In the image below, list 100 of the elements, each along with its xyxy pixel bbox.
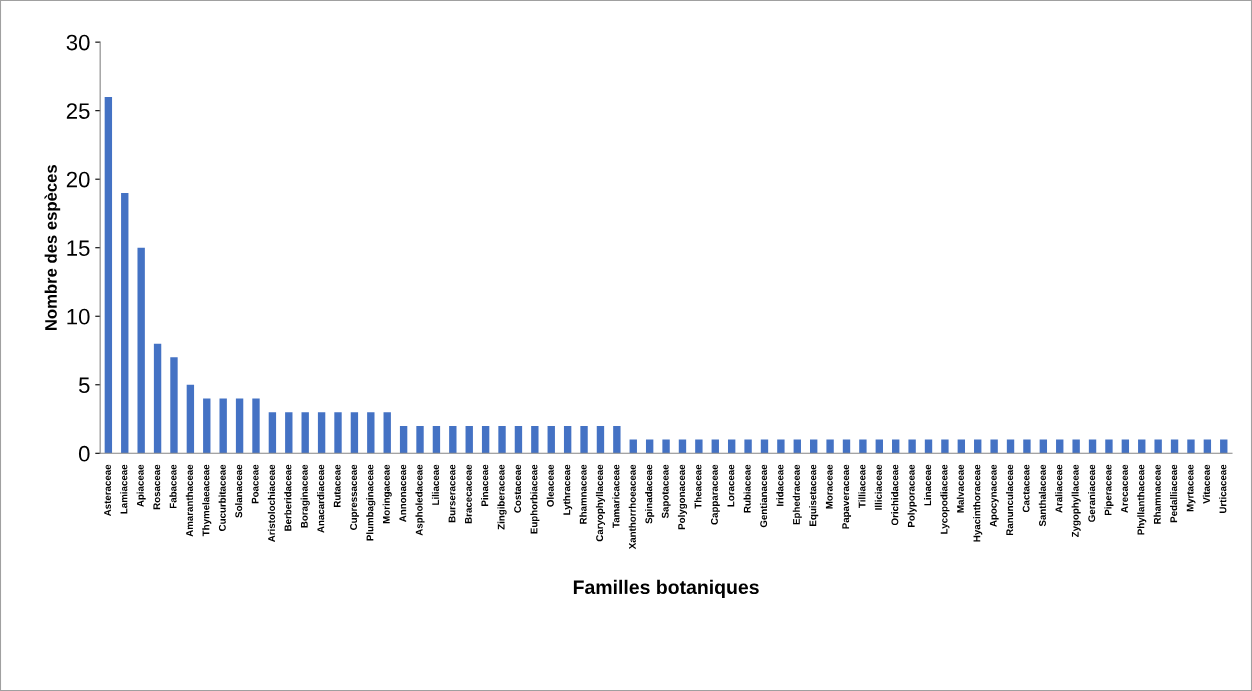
x-tick-label: Cucurbitaceae <box>218 464 226 531</box>
bar <box>1220 439 1228 454</box>
x-tick-label: Apocynaceae <box>989 464 999 527</box>
bar <box>1072 439 1080 454</box>
x-tick-label: Aspholedaceae <box>415 464 425 536</box>
bar <box>137 247 145 454</box>
bar <box>399 425 408 454</box>
bar <box>1006 439 1015 454</box>
bar <box>1187 439 1195 454</box>
x-tick-label: Vitaceae <box>1202 464 1210 504</box>
x-tick-label: Apiaceae <box>136 464 146 507</box>
bar <box>613 425 621 454</box>
y-tick-label: 15 <box>67 240 90 256</box>
y-tick-label: 20 <box>66 171 90 188</box>
bar <box>383 412 391 454</box>
x-tick-label: Urticaceae <box>1219 464 1227 514</box>
x-tick-label: Equisetaceae <box>809 464 819 526</box>
x-tick-label: Orichidaceae <box>891 464 899 526</box>
x-tick-label: Araliaceae <box>1055 464 1063 513</box>
x-tick-label: Lythraceae <box>563 464 573 515</box>
bar <box>252 398 260 454</box>
x-tick-label: Bracecaceae <box>465 464 472 524</box>
bar <box>104 96 113 454</box>
bar <box>1203 439 1212 454</box>
bar <box>974 439 982 454</box>
bar <box>859 439 867 454</box>
x-tick-label: Santhalaceae <box>1038 464 1046 527</box>
x-tick-label: Malvaceae <box>956 464 964 513</box>
bar <box>1138 439 1146 454</box>
bar <box>432 425 441 454</box>
bar <box>203 398 211 454</box>
bar <box>481 425 490 454</box>
x-tick-label: Ephedraceae <box>792 464 802 525</box>
bar <box>367 412 375 454</box>
x-tick-label: Tamaricaceae <box>612 464 620 528</box>
bar <box>645 439 654 454</box>
x-tick-label: Solanaceae <box>235 464 243 518</box>
bar <box>596 425 605 454</box>
bar <box>1088 439 1097 454</box>
x-tick-label: Thymelaeaceae <box>202 464 212 537</box>
bar <box>1105 439 1113 454</box>
x-tick-label: Rosaceae <box>153 464 161 510</box>
x-tick-label: Tilliaceae <box>858 464 866 508</box>
bar <box>793 439 801 454</box>
bar <box>990 439 998 454</box>
bar <box>678 439 687 454</box>
y-tick-label: 30 <box>66 34 90 51</box>
x-tick-label: Rhamnaceae <box>1153 464 1161 524</box>
y-tick-label: 0 <box>78 445 90 462</box>
x-tick-label: Ranunculaceae <box>1006 464 1014 536</box>
x-tick-label: Anacardiaceae <box>317 464 325 533</box>
x-tick-label: Pedalliaceae <box>1170 464 1178 523</box>
bar <box>170 357 178 454</box>
x-tick-label: Caryophyllaceae <box>595 464 605 542</box>
bar <box>186 384 195 454</box>
bar <box>957 439 966 454</box>
x-tick-label: Zingiberaceae <box>497 464 507 530</box>
x-tick-label: Aristolochiaceae <box>267 464 275 542</box>
bar <box>908 439 916 454</box>
bar <box>695 439 703 454</box>
x-tick-label: Moringaceae <box>382 464 392 524</box>
bar <box>334 412 342 454</box>
bar <box>1039 439 1048 454</box>
x-tick-label: Liliaceae <box>431 464 440 505</box>
bar <box>711 439 719 454</box>
x-tick-label: Rutaceae <box>333 464 341 507</box>
x-tick-label: Rubiaceae <box>743 464 751 513</box>
x-tick-label: Lamiaceae <box>120 464 128 514</box>
bar <box>121 192 129 454</box>
bar <box>810 439 818 454</box>
x-tick-label: Hyacinthoraceae <box>973 464 983 542</box>
x-tick-label: Boraginaceae <box>300 464 310 528</box>
bar <box>1023 439 1031 454</box>
x-tick-label: Illiciaceae <box>874 464 882 510</box>
bar <box>1121 439 1130 454</box>
bar <box>842 439 851 454</box>
x-tick-label: Berberidaceae <box>284 464 292 531</box>
bar <box>547 425 555 454</box>
bar <box>350 412 359 454</box>
y-axis-title: Nombre des espèces <box>44 165 61 330</box>
x-tick-label: Cactaceae <box>1022 464 1030 513</box>
x-tick-label: Myrtaceae <box>1186 464 1196 512</box>
x-tick-label: Lycopodiaceae <box>940 464 950 534</box>
bar <box>235 398 244 454</box>
x-tick-label: Plumbaginaceae <box>366 464 376 541</box>
bar <box>268 412 277 454</box>
bar <box>1056 439 1064 454</box>
bar <box>727 439 736 454</box>
x-tick-label: Oleaceae <box>546 464 554 507</box>
y-tick-label: 25 <box>66 103 90 119</box>
x-tick-label: Spinadaceae <box>645 464 655 524</box>
x-tick-label: Polyporaceae <box>907 464 917 527</box>
x-tick-label: Fabaceae <box>169 464 177 509</box>
x-tick-label: Rhamnaceae <box>579 464 587 524</box>
x-tick-label: Iridaceae <box>776 464 784 506</box>
x-tick-label: Moraceae <box>825 464 833 509</box>
bar <box>301 412 309 454</box>
x-tick-label: Phyllanthaceae <box>1137 464 1147 535</box>
bar <box>941 439 949 454</box>
x-tick-label: Poaceae <box>251 464 259 504</box>
